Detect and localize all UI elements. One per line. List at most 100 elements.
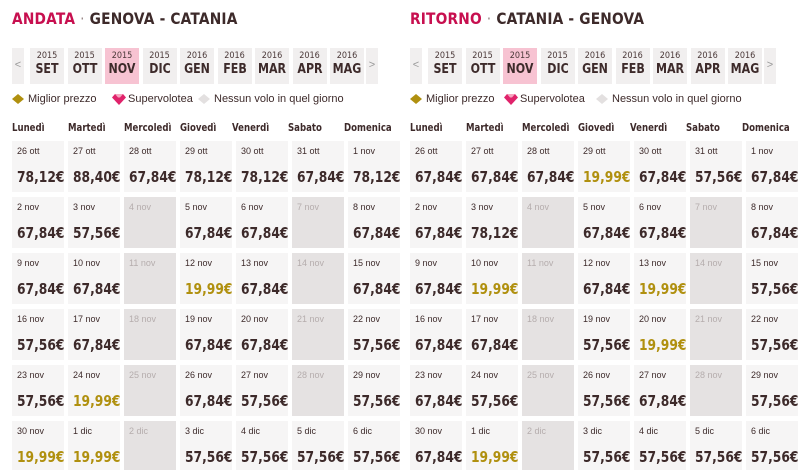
- calendar-day-cell[interactable]: 2 nov 67,84€: [410, 197, 462, 248]
- calendar-day-cell[interactable]: 1 dic 19,99€: [68, 421, 120, 470]
- calendar-day-cell[interactable]: 8 nov 67,84€: [746, 197, 798, 248]
- calendar-day-cell[interactable]: 12 nov 19,99€: [180, 253, 232, 304]
- calendar-day-cell[interactable]: 5 dic 57,56€: [690, 421, 742, 470]
- month-tab-dic[interactable]: 2015 DIC: [540, 48, 575, 84]
- calendar-day-cell[interactable]: 4 dic 57,56€: [634, 421, 686, 470]
- calendar-day-cell[interactable]: 6 dic 57,56€: [746, 421, 798, 470]
- calendar-day-cell[interactable]: 31 ott 57,56€: [690, 141, 742, 192]
- month-tab-nov[interactable]: 2015 NOV: [105, 48, 139, 84]
- month-tab-ott[interactable]: 2015 OTT: [67, 48, 102, 84]
- calendar-day-cell[interactable]: 27 nov 67,84€: [634, 365, 686, 416]
- day-date-label: 23 nov: [17, 370, 45, 380]
- calendar-day-cell[interactable]: 29 nov 57,56€: [746, 365, 798, 416]
- day-price-label: 67,84€: [73, 336, 121, 354]
- month-tab-set[interactable]: 2015 SET: [30, 48, 64, 84]
- calendar-day-cell[interactable]: 1 nov 78,12€: [348, 141, 400, 192]
- calendar-day-cell[interactable]: 16 nov 57,56€: [12, 309, 64, 360]
- calendar-day-cell[interactable]: 5 nov 67,84€: [578, 197, 630, 248]
- calendar-day-cell[interactable]: 29 nov 57,56€: [348, 365, 400, 416]
- calendar-day-cell[interactable]: 17 nov 67,84€: [68, 309, 120, 360]
- day-date-label: 18 nov: [527, 314, 555, 324]
- day-date-label: 26 nov: [583, 370, 611, 380]
- calendar-day-cell[interactable]: 15 nov 57,56€: [746, 253, 798, 304]
- outbound-weekday-header: Lunedì Martedì Mercoledì Giovedì Venerdì Saba…: [12, 121, 402, 135]
- calendar-day-cell[interactable]: 6 nov 67,84€: [634, 197, 686, 248]
- calendar-day-cell[interactable]: 12 nov 67,84€: [578, 253, 630, 304]
- month-tab-apr[interactable]: 2016 APR: [292, 48, 327, 84]
- calendar-day-cell[interactable]: 30 nov 19,99€: [12, 421, 64, 470]
- calendar-day-cell[interactable]: 24 nov 57,56€: [466, 365, 518, 416]
- month-tab-feb[interactable]: 2016 FEB: [615, 48, 650, 84]
- calendar-day-cell[interactable]: 23 nov 57,56€: [12, 365, 64, 416]
- month-tab-set[interactable]: 2015 SET: [428, 48, 462, 84]
- calendar-day-cell[interactable]: 28 ott 67,84€: [522, 141, 574, 192]
- calendar-day-cell[interactable]: 31 ott 67,84€: [292, 141, 344, 192]
- calendar-day-cell[interactable]: 9 nov 67,84€: [410, 253, 462, 304]
- calendar-day-cell[interactable]: 6 nov 67,84€: [236, 197, 288, 248]
- next-month-arrow-icon[interactable]: >: [366, 48, 378, 84]
- month-tab-apr[interactable]: 2016 APR: [690, 48, 725, 84]
- calendar-day-cell[interactable]: 22 nov 57,56€: [746, 309, 798, 360]
- month-tab-gen[interactable]: 2016 GEN: [180, 48, 214, 84]
- calendar-day-cell[interactable]: 9 nov 67,84€: [12, 253, 64, 304]
- calendar-day-cell[interactable]: 10 nov 19,99€: [466, 253, 518, 304]
- calendar-day-cell[interactable]: 3 dic 57,56€: [180, 421, 232, 470]
- month-tab-mar[interactable]: 2016 MAR: [653, 48, 687, 84]
- calendar-day-cell[interactable]: 26 ott 67,84€: [410, 141, 462, 192]
- calendar-day-cell[interactable]: 20 nov 67,84€: [236, 309, 288, 360]
- next-month-arrow-icon[interactable]: >: [764, 48, 776, 84]
- month-tab-feb[interactable]: 2016 FEB: [217, 48, 252, 84]
- day-price-label: 67,84€: [185, 392, 233, 410]
- calendar-day-cell[interactable]: 27 ott 88,40€: [68, 141, 120, 192]
- calendar-day-cell[interactable]: 29 ott 78,12€: [180, 141, 232, 192]
- month-tab-dic[interactable]: 2015 DIC: [142, 48, 177, 84]
- calendar-day-cell[interactable]: 20 nov 19,99€: [634, 309, 686, 360]
- calendar-day-cell[interactable]: 26 nov 57,56€: [578, 365, 630, 416]
- calendar-day-cell[interactable]: 23 nov 67,84€: [410, 365, 462, 416]
- calendar-day-cell[interactable]: 19 nov 67,84€: [180, 309, 232, 360]
- calendar-day-cell[interactable]: 2 nov 67,84€: [12, 197, 64, 248]
- day-date-label: 6 dic: [751, 426, 771, 436]
- calendar-day-cell[interactable]: 19 nov 57,56€: [578, 309, 630, 360]
- calendar-day-cell[interactable]: 27 nov 57,56€: [236, 365, 288, 416]
- calendar-day-cell[interactable]: 17 nov 67,84€: [466, 309, 518, 360]
- calendar-day-cell[interactable]: 5 nov 67,84€: [180, 197, 232, 248]
- calendar-day-cell[interactable]: 30 ott 78,12€: [236, 141, 288, 192]
- calendar-day-cell[interactable]: 26 nov 67,84€: [180, 365, 232, 416]
- calendar-day-cell[interactable]: 3 nov 78,12€: [466, 197, 518, 248]
- calendar-day-cell[interactable]: 26 ott 78,12€: [12, 141, 64, 192]
- month-tab-ott[interactable]: 2015 OTT: [465, 48, 500, 84]
- month-tab-year: 2015: [434, 51, 456, 61]
- month-tab-nov[interactable]: 2015 NOV: [503, 48, 537, 84]
- month-tab-mag[interactable]: 2016 MAG: [330, 48, 364, 84]
- calendar-day-cell[interactable]: 29 ott 19,99€: [578, 141, 630, 192]
- calendar-day-cell[interactable]: 13 nov 67,84€: [236, 253, 288, 304]
- calendar-day-cell[interactable]: 1 nov 67,84€: [746, 141, 798, 192]
- day-date-label: 19 nov: [583, 314, 611, 324]
- day-date-label: 1 nov: [751, 146, 774, 156]
- calendar-day-cell[interactable]: 22 nov 57,56€: [348, 309, 400, 360]
- day-price-label: 67,84€: [415, 336, 463, 354]
- month-tab-gen[interactable]: 2016 GEN: [578, 48, 612, 84]
- calendar-day-cell[interactable]: 3 dic 57,56€: [578, 421, 630, 470]
- calendar-day-cell[interactable]: 28 ott 67,84€: [124, 141, 176, 192]
- month-tab-mag[interactable]: 2016 MAG: [728, 48, 762, 84]
- calendar-day-cell[interactable]: 27 ott 67,84€: [466, 141, 518, 192]
- calendar-day-cell[interactable]: 1 dic 19,99€: [466, 421, 518, 470]
- calendar-day-cell[interactable]: 13 nov 19,99€: [634, 253, 686, 304]
- calendar-day-cell[interactable]: 30 ott 67,84€: [634, 141, 686, 192]
- prev-month-arrow-icon[interactable]: <: [410, 48, 422, 84]
- calendar-day-cell[interactable]: 5 dic 57,56€: [292, 421, 344, 470]
- calendar-day-cell[interactable]: 4 dic 57,56€: [236, 421, 288, 470]
- calendar-day-cell[interactable]: 10 nov 67,84€: [68, 253, 120, 304]
- calendar-day-cell[interactable]: 3 nov 57,56€: [68, 197, 120, 248]
- calendar-day-cell[interactable]: 15 nov 67,84€: [348, 253, 400, 304]
- day-date-label: 4 dic: [639, 426, 659, 436]
- calendar-day-cell[interactable]: 6 dic 57,56€: [348, 421, 400, 470]
- calendar-day-cell[interactable]: 8 nov 67,84€: [348, 197, 400, 248]
- prev-month-arrow-icon[interactable]: <: [12, 48, 24, 84]
- month-tab-mar[interactable]: 2016 MAR: [255, 48, 289, 84]
- calendar-day-cell[interactable]: 16 nov 67,84€: [410, 309, 462, 360]
- calendar-day-cell[interactable]: 30 nov 67,84€: [410, 421, 462, 470]
- calendar-day-cell[interactable]: 24 nov 19,99€: [68, 365, 120, 416]
